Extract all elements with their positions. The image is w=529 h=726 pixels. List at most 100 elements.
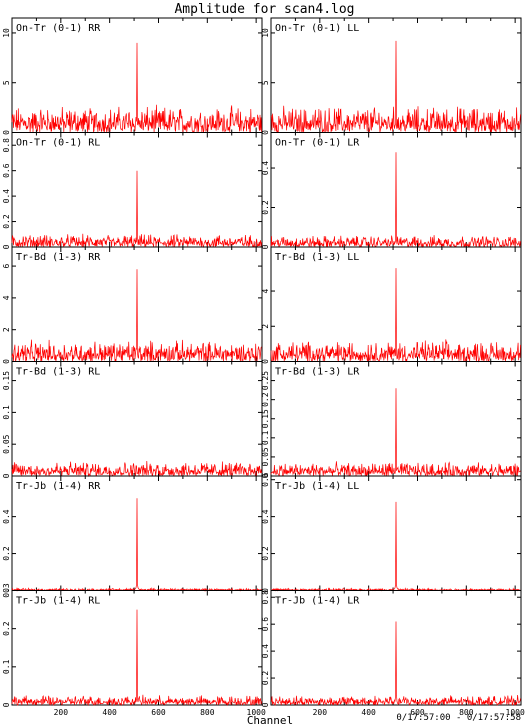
y-tick-label: 0.4 bbox=[2, 189, 11, 204]
panel-4: 0 0.2 0.4 On-Tr (0-1) LR bbox=[261, 132, 522, 249]
y-tick-label: 0.4 bbox=[2, 509, 11, 524]
series-line bbox=[270, 388, 521, 477]
panels: 0 5 10 On-Tr (0-1) RR 0 5 10 On-Tr (0-1) LL 0 0.2… bbox=[2, 17, 525, 717]
y-tick-label: 10 bbox=[2, 28, 11, 38]
panel-frame bbox=[11, 590, 263, 706]
time-range: 0/17:57:00 - 0/17:57:58 bbox=[396, 713, 521, 723]
panel-8: 0 0.05 0.1 0.15 0.2 0.25 Tr-Bd (1-3) LR bbox=[261, 361, 522, 478]
panel-frame bbox=[11, 361, 263, 477]
y-tick-label: 0.1 bbox=[2, 659, 11, 674]
panel-12: 0 0.2 0.4 0.6 0.8 200 400 600 800 1000 Tr-Jb (1-4)… bbox=[261, 590, 525, 717]
x-tick-label: 1000 bbox=[247, 708, 266, 717]
y-tick-label: 10 bbox=[261, 28, 270, 38]
x-tick-label: 200 bbox=[313, 708, 328, 717]
y-tick-label: 0.05 bbox=[2, 434, 11, 453]
series-line bbox=[270, 501, 521, 592]
y-tick-label: 6 bbox=[2, 263, 11, 268]
panel-2: 0 5 10 On-Tr (0-1) LL bbox=[261, 17, 522, 135]
y-tick-label: 0 bbox=[261, 473, 270, 478]
panel-1: 0 5 10 On-Tr (0-1) RR bbox=[2, 17, 263, 135]
series-line bbox=[11, 609, 262, 707]
panel-7: 0 0.05 0.1 0.15 Tr-Bd (1-3) RL bbox=[2, 361, 263, 478]
panel-6: 0 2 4 Tr-Bd (1-3) LL bbox=[261, 246, 522, 364]
panel-title: On-Tr (0-1) RR bbox=[16, 23, 101, 34]
x-tick-label: 400 bbox=[102, 708, 117, 717]
y-tick-label: 2 bbox=[261, 324, 270, 329]
y-tick-label: 0 bbox=[261, 359, 270, 364]
series-line bbox=[270, 40, 521, 133]
x-tick-label: 800 bbox=[459, 708, 474, 717]
y-tick-label: 0 bbox=[261, 130, 270, 135]
y-tick-label: 0 bbox=[2, 130, 11, 135]
panel-title: Tr-Bd (1-3) LL bbox=[275, 252, 359, 263]
y-tick-label: 0.6 bbox=[261, 617, 270, 632]
y-tick-label: 0.15 bbox=[261, 409, 270, 428]
y-tick-label: 0 bbox=[261, 702, 270, 707]
y-tick-label: 0.6 bbox=[2, 163, 11, 178]
y-tick-label: 0.8 bbox=[261, 590, 270, 605]
y-tick-label: 5 bbox=[261, 80, 270, 85]
panel-title: Tr-Jb (1-4) LR bbox=[275, 596, 360, 607]
y-tick-label: 0.2 bbox=[261, 546, 270, 561]
y-tick-label: 0.3 bbox=[2, 583, 11, 598]
panel-5: 0 2 4 6 Tr-Bd (1-3) RR bbox=[2, 246, 263, 364]
series-line bbox=[270, 152, 521, 249]
figure-title: Amplitude for scan4.log bbox=[174, 2, 354, 17]
y-tick-label: 0.4 bbox=[261, 644, 270, 659]
y-tick-label: 0.2 bbox=[261, 200, 270, 215]
panel-title: Tr-Jb (1-4) RL bbox=[16, 596, 100, 607]
y-tick-label: 0.4 bbox=[261, 161, 270, 176]
x-tick-label: 400 bbox=[361, 708, 376, 717]
y-tick-label: 0 bbox=[2, 473, 11, 478]
x-tick-label: 200 bbox=[54, 708, 69, 717]
series-line bbox=[270, 268, 521, 363]
y-tick-label: 0.2 bbox=[261, 671, 270, 686]
y-tick-label: 4 bbox=[261, 288, 270, 293]
series-line bbox=[11, 170, 262, 248]
y-tick-label: 2 bbox=[2, 327, 11, 332]
y-tick-label: 0.1 bbox=[261, 430, 270, 445]
panel-frame bbox=[270, 590, 522, 706]
series-line bbox=[11, 269, 262, 362]
y-tick-label: 0.2 bbox=[261, 392, 270, 407]
series-line bbox=[11, 460, 262, 478]
y-tick-label: 0 bbox=[2, 702, 11, 707]
y-tick-label: 0.1 bbox=[2, 405, 11, 420]
y-tick-label: 0.8 bbox=[2, 138, 11, 153]
panel-9: 0 0.2 0.4 Tr-Jb (1-4) RR bbox=[2, 475, 263, 593]
panel-title: Tr-Jb (1-4) LL bbox=[275, 481, 359, 492]
y-tick-label: 0 bbox=[261, 244, 270, 249]
y-tick-label: 5 bbox=[2, 80, 11, 85]
panel-title: Tr-Bd (1-3) RL bbox=[16, 367, 100, 378]
panel-title: Tr-Jb (1-4) RR bbox=[16, 481, 101, 492]
x-tick-label: 1000 bbox=[506, 708, 525, 717]
series-line bbox=[11, 498, 262, 592]
y-tick-label: 0.25 bbox=[261, 371, 270, 390]
y-tick-label: 0 bbox=[2, 359, 11, 364]
x-tick-label: 600 bbox=[410, 708, 425, 717]
panel-title: Tr-Bd (1-3) LR bbox=[275, 367, 360, 378]
series-line bbox=[270, 621, 521, 706]
y-tick-label: 0.15 bbox=[2, 371, 11, 390]
y-tick-label: 0 bbox=[2, 588, 11, 593]
y-tick-label: 0.2 bbox=[2, 621, 11, 636]
panel-3: 0 0.2 0.4 0.6 0.8 On-Tr (0-1) RL bbox=[2, 132, 263, 249]
y-tick-label: 0 bbox=[261, 588, 270, 593]
y-tick-label: 0 bbox=[2, 244, 11, 249]
y-tick-label: 4 bbox=[2, 295, 11, 300]
y-tick-label: 0.6 bbox=[261, 472, 270, 487]
panel-title: On-Tr (0-1) LR bbox=[275, 138, 360, 149]
panel-title: On-Tr (0-1) LL bbox=[275, 23, 359, 34]
x-tick-label: 800 bbox=[200, 708, 215, 717]
panel-title: Tr-Bd (1-3) RR bbox=[16, 252, 101, 263]
panel-10: 0 0.2 0.4 0.6 Tr-Jb (1-4) LL bbox=[261, 472, 522, 593]
panel-title: On-Tr (0-1) RL bbox=[16, 138, 100, 149]
series-line bbox=[11, 42, 262, 134]
y-tick-label: 0.4 bbox=[261, 509, 270, 524]
x-tick-label: 600 bbox=[151, 708, 166, 717]
panel-11: 0 0.1 0.2 0.3 200 400 600 800 1000 Tr-Jb (1-4) RL bbox=[2, 583, 266, 717]
y-tick-label: 0.2 bbox=[2, 214, 11, 229]
y-tick-label: 0.05 bbox=[261, 447, 270, 466]
y-tick-label: 0.2 bbox=[2, 546, 11, 561]
